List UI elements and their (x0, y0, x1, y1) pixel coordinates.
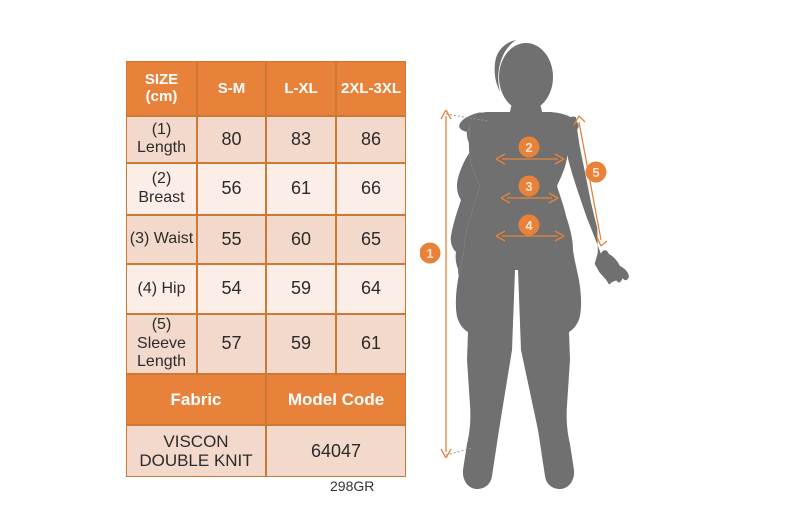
svg-text:2: 2 (525, 140, 532, 155)
svg-text:5: 5 (592, 165, 599, 180)
svg-text:4: 4 (525, 218, 533, 233)
svg-text:1: 1 (426, 246, 433, 261)
svg-text:3: 3 (525, 179, 532, 194)
